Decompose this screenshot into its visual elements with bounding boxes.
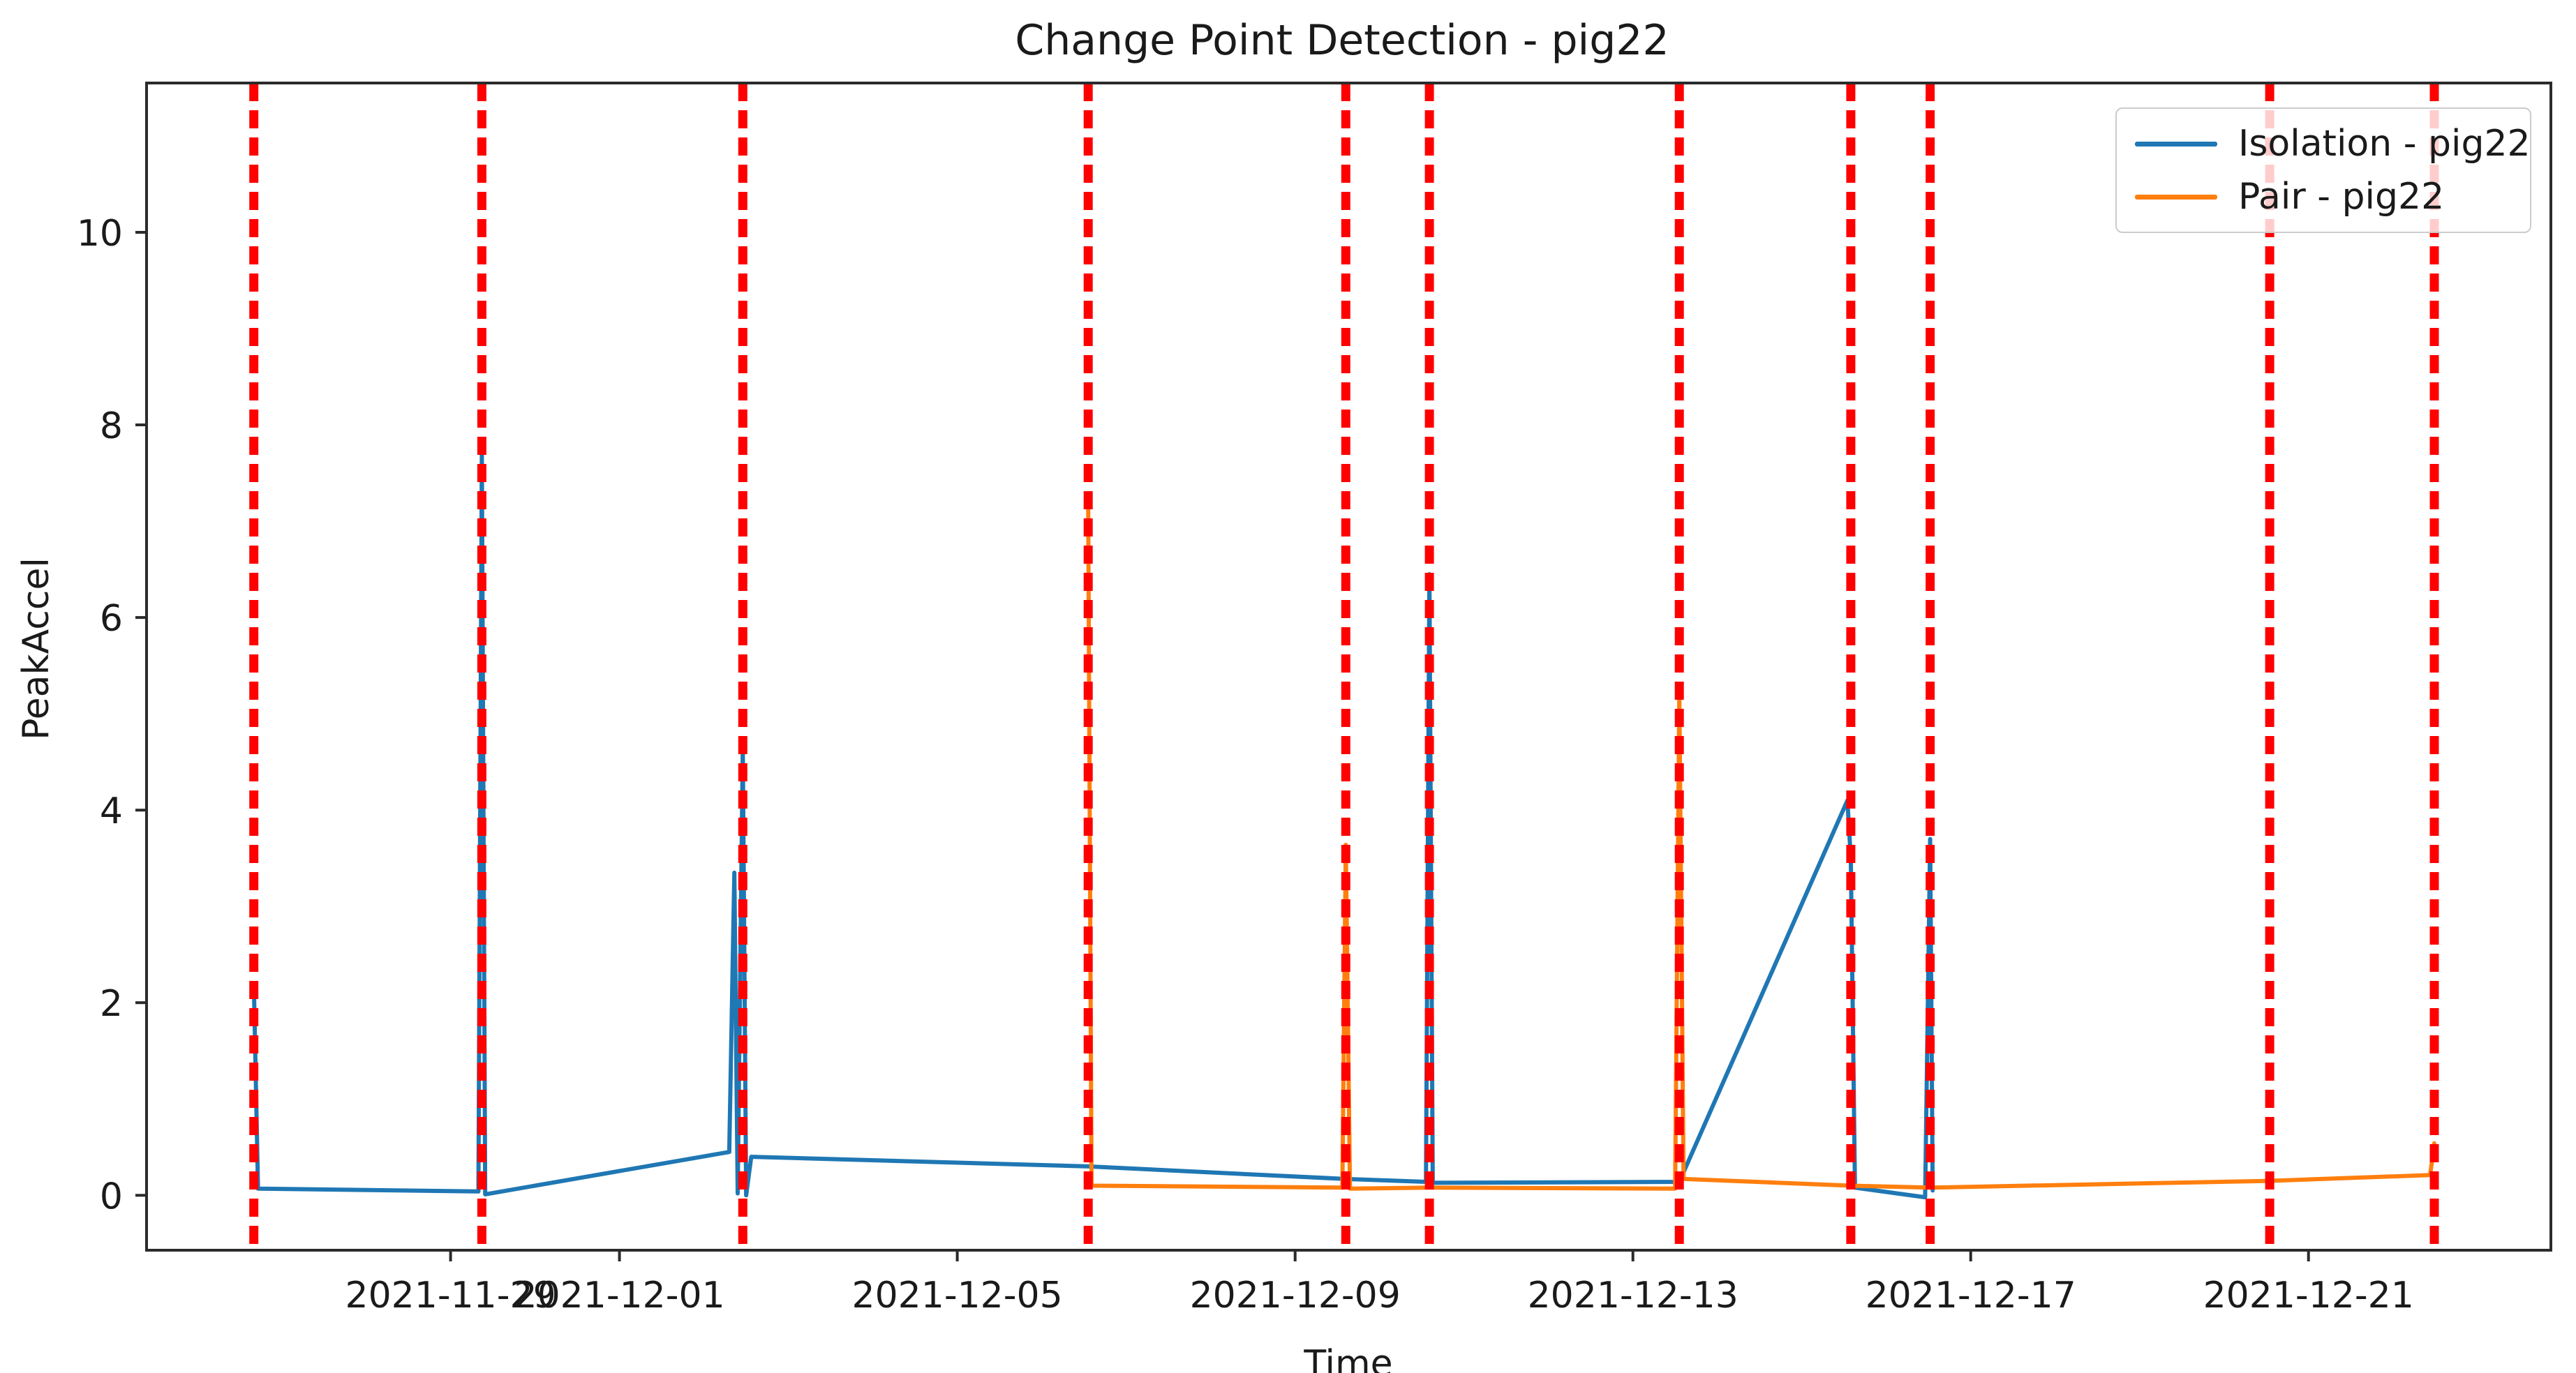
legend-item-isolation: Isolation - pig22 (2135, 123, 2531, 165)
y-tick-label: 4 (100, 790, 123, 832)
x-tick-label: 2021-12-17 (1866, 1275, 2076, 1316)
x-tick-label: 2021-12-21 (2203, 1275, 2414, 1316)
x-tick-label: 2021-12-01 (514, 1275, 724, 1316)
x-tick-label: 2021-12-13 (1528, 1275, 1739, 1316)
pair-line-sample-icon (2135, 194, 2217, 200)
x-axis-label: Time (1304, 1343, 1393, 1373)
legend: Isolation - pig22 Pair - pig22 (2115, 107, 2531, 233)
x-tick-label: 2021-12-09 (1190, 1275, 1401, 1316)
y-tick-label: 0 (100, 1176, 123, 1217)
legend-label-isolation: Isolation - pig22 (2238, 123, 2531, 165)
chart-title: Change Point Detection - pig22 (1015, 16, 1669, 65)
legend-item-pair: Pair - pig22 (2135, 176, 2512, 218)
x-tick-label: 2021-11-29 (345, 1275, 556, 1316)
isolation-line-sample-icon (2135, 141, 2217, 147)
y-tick-label: 8 (100, 405, 123, 447)
y-tick-label: 10 (77, 213, 123, 255)
series-line-pair (1086, 500, 2436, 1191)
x-tick-label: 2021-12-05 (851, 1275, 1062, 1316)
y-tick-label: 2 (100, 983, 123, 1025)
y-tick-label: 6 (100, 598, 123, 640)
plot-border (145, 82, 2552, 1252)
legend-label-pair: Pair - pig22 (2238, 176, 2445, 218)
